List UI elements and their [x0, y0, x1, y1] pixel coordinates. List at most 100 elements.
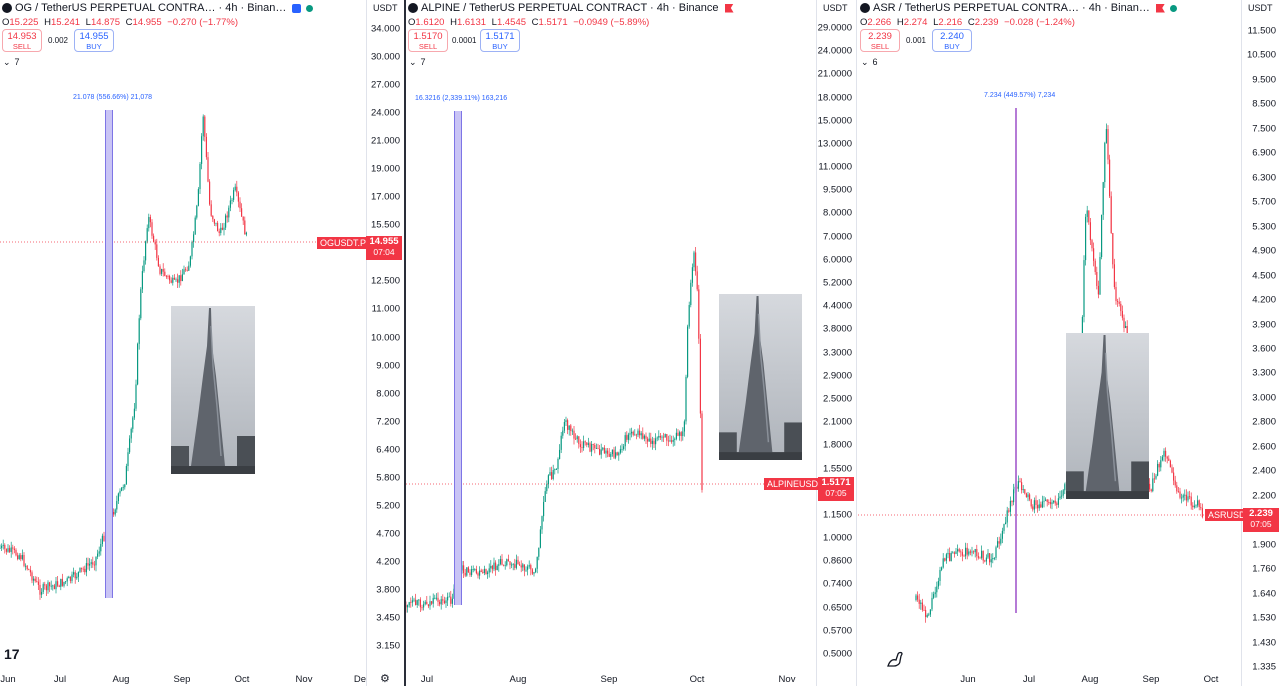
alpine-sell-button[interactable]: 1.5170 SELL [408, 29, 448, 52]
alpine-last-price-box: 1.5171 07:05 [818, 477, 854, 501]
tradingview-logo[interactable]: 17 [4, 646, 20, 662]
panel-alpine[interactable]: 16.3216 (2,339.11%) 163,216 ALPINE / Tet… [406, 0, 856, 686]
candle-body [507, 559, 509, 562]
candle-body [691, 267, 693, 283]
candle-body [1109, 159, 1111, 197]
candle-body [974, 549, 976, 553]
gear-icon[interactable]: ⚙ [380, 673, 390, 685]
building-photo-svg [1066, 333, 1149, 499]
price-tick-label: 5.300 [1252, 221, 1276, 233]
price-tick-label: 6.900 [1252, 147, 1276, 159]
candle-body [423, 604, 425, 608]
og-flag-icon[interactable] [292, 3, 302, 13]
candle-body [435, 597, 437, 599]
candle-body [197, 189, 199, 206]
time-axis-label: Sep [1142, 674, 1160, 685]
price-tick-label: 13.0000 [817, 138, 852, 150]
candle-body [159, 266, 161, 274]
candle-body [957, 549, 959, 552]
candle-body [573, 430, 575, 439]
asr-currency-unit[interactable]: USDT [1248, 3, 1273, 13]
candle-body [639, 430, 641, 436]
panel-divider[interactable] [856, 0, 857, 686]
candle-body [661, 436, 663, 438]
asr-symbol-title[interactable]: ASR / TetherUS PERPETUAL CONTRA… · 4h · … [873, 2, 1150, 14]
candle-body [949, 553, 951, 562]
asr-status-dot-icon [1169, 4, 1177, 12]
asr-price-axis[interactable]: USDT 11.500 10.500 9.500 8.500 7.500 6.900 6.3… [1241, 0, 1280, 686]
panel-asr[interactable]: 7.234 (449.57%) 7,234 ASR / TetherUS PER… [858, 0, 1280, 686]
og-currency-unit[interactable]: USDT [373, 3, 398, 13]
panel-divider[interactable] [404, 0, 406, 686]
candle-body [180, 275, 182, 282]
dinosaur-icon-svg [887, 651, 903, 667]
candle-body [621, 448, 623, 450]
candle-body [539, 529, 541, 548]
candle-body [1166, 456, 1168, 459]
asr-flag-icon[interactable] [1155, 3, 1165, 13]
candle-body [1038, 504, 1040, 509]
alpine-ohlc: O1.6120 H1.6131 L1.4545 C1.5171 −0.0949 … [408, 17, 650, 28]
candle-body [185, 269, 187, 271]
price-tick-label: 1.335 [1252, 661, 1276, 673]
candle-body [233, 190, 235, 200]
candle-body [1022, 489, 1024, 491]
candle-body [25, 565, 27, 567]
candle-body [600, 449, 602, 455]
candle-body [1123, 317, 1125, 328]
time-axis-label: Oct [1203, 674, 1219, 685]
og-candles[interactable] [0, 0, 366, 686]
candle-body [631, 431, 633, 434]
og-price-axis[interactable]: USDT 34.000 30.000 27.000 24.000 21.000 19.00… [366, 0, 404, 686]
price-tick-label: 9.500 [1252, 74, 1276, 86]
og-last-price-box: 14.955 07:04 [366, 236, 402, 260]
asr-indicators-toggle[interactable]: ⌄ 6 [861, 57, 878, 67]
alpine-symbol-title[interactable]: ALPINE / TetherUS PERPETUAL CONTRACT · 4… [421, 2, 719, 14]
alpine-indicators-toggle[interactable]: ⌄ 7 [409, 57, 426, 67]
candle-body [218, 231, 220, 233]
candle-body [699, 338, 701, 414]
alpine-title-bar[interactable]: ALPINE / TetherUS PERPETUAL CONTRACT · 4… [406, 0, 734, 16]
alpine-flag-icon[interactable] [724, 3, 734, 13]
candle-body [1113, 264, 1115, 288]
candle-body [1093, 248, 1095, 261]
panel-og[interactable]: 21.078 (556.66%) 21,078 OG / TetherUS PE… [0, 0, 404, 686]
candle-body [39, 584, 41, 595]
og-measure-range[interactable] [105, 110, 113, 598]
candle-body [605, 450, 607, 454]
alpine-change: −0.0949 (−5.89%) [573, 17, 650, 28]
asr-measure-range[interactable] [1015, 108, 1017, 613]
alpine-measure-range[interactable] [454, 111, 462, 605]
asr-buy-button[interactable]: 2.240 BUY [932, 29, 972, 52]
candle-body [474, 569, 476, 570]
candle-body [141, 271, 143, 290]
candle-body [1064, 484, 1066, 491]
candle-body [936, 586, 938, 593]
candle-body [623, 446, 625, 449]
og-indicators-toggle[interactable]: ⌄ 7 [3, 57, 20, 67]
candle-body [506, 559, 508, 566]
candle-body [958, 549, 960, 552]
candle-body [207, 157, 209, 182]
candle-body [4, 544, 6, 549]
dinosaur-icon[interactable] [886, 650, 906, 673]
price-tick-label: 24.0000 [817, 45, 852, 57]
price-tick-label: 0.7400 [822, 578, 852, 590]
candle-body [13, 548, 15, 550]
price-tick-label: 6.400 [376, 444, 400, 456]
candle-body [653, 440, 655, 445]
asr-candles[interactable] [858, 0, 1241, 686]
og-sell-button[interactable]: 14.953 SELL [2, 29, 42, 52]
candle-body [1153, 478, 1155, 480]
candle-body [594, 444, 596, 449]
candle-body [447, 596, 449, 601]
og-buy-button[interactable]: 14.955 BUY [74, 29, 114, 52]
og-symbol-title[interactable]: OG / TetherUS PERPETUAL CONTRA… · 4h · B… [15, 2, 287, 14]
alpine-buy-button[interactable]: 1.5171 BUY [480, 29, 520, 52]
og-title-bar[interactable]: OG / TetherUS PERPETUAL CONTRA… · 4h · B… [0, 0, 314, 16]
asr-sell-button[interactable]: 2.239 SELL [860, 29, 900, 52]
alpine-price-axis[interactable]: USDT 29.0000 24.0000 21.0000 18.0000 15.0000… [816, 0, 856, 686]
alpine-currency-unit[interactable]: USDT [823, 3, 848, 13]
candle-body [667, 440, 669, 442]
asr-title-bar[interactable]: ASR / TetherUS PERPETUAL CONTRA… · 4h · … [858, 0, 1177, 16]
